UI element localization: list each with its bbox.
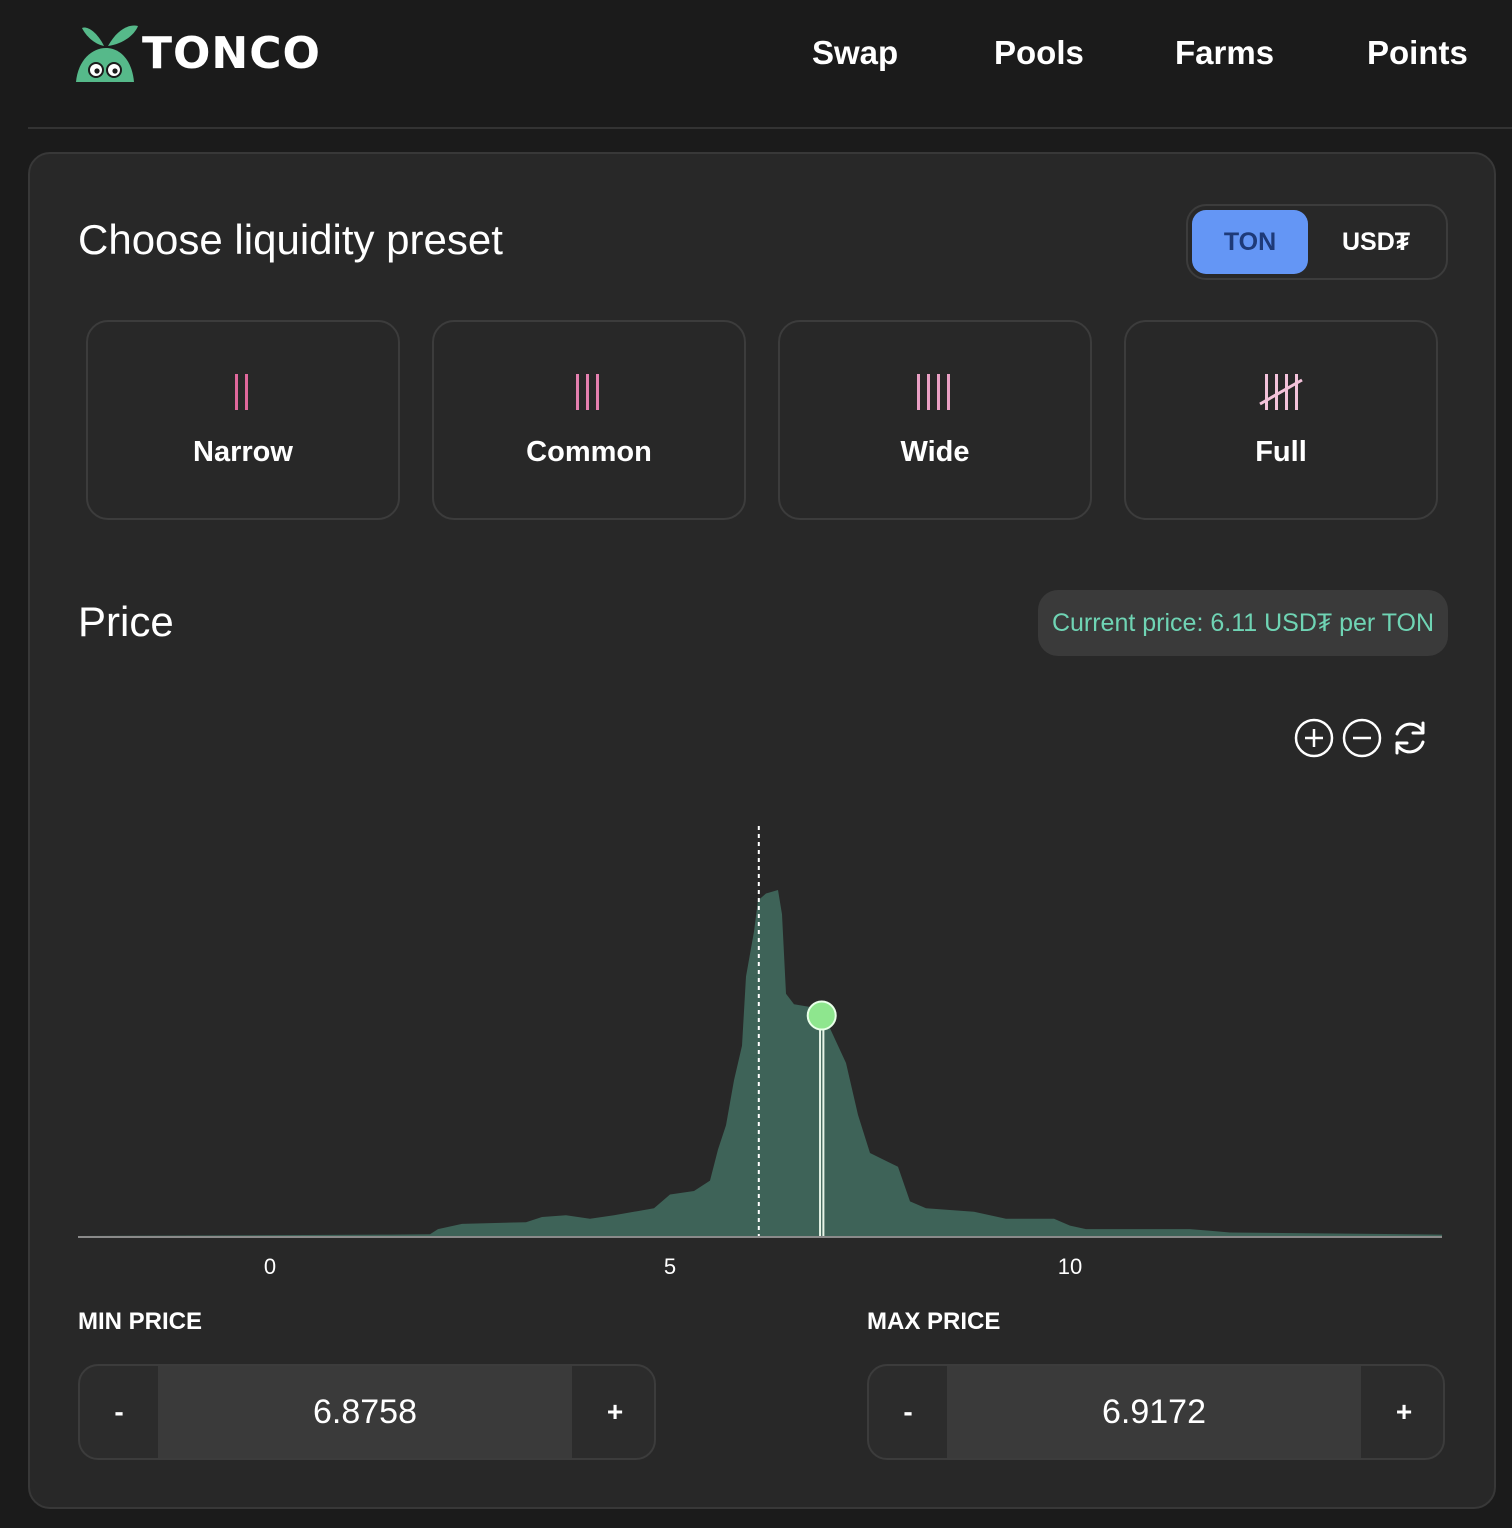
header-divider (28, 127, 1512, 129)
max-price-decrement-button[interactable]: - (903, 1396, 913, 1427)
liquidity-panel: Choose liquidity preset TON USD₮ Narrow … (28, 152, 1496, 1509)
preset-title: Choose liquidity preset (78, 216, 503, 263)
liquidity-chart[interactable]: 0 5 10 (78, 814, 1442, 1294)
x-tick-label: 5 (664, 1254, 676, 1279)
preset-label: Common (526, 436, 652, 468)
x-tick-label: 0 (264, 1254, 276, 1279)
preset-wide[interactable]: Wide (778, 320, 1092, 520)
preset-label: Full (1255, 436, 1307, 468)
toggle-ton[interactable]: TON (1192, 210, 1308, 274)
max-price-increment-button[interactable]: + (1395, 1396, 1413, 1427)
price-title: Price (78, 598, 174, 645)
x-axis-ticks: 0 5 10 (264, 1254, 1082, 1279)
zoom-out-icon[interactable] (1340, 716, 1384, 760)
max-price-label: MAX PRICE (867, 1308, 1001, 1335)
nav-points[interactable]: Points (1367, 34, 1468, 71)
preset-full[interactable]: Full (1124, 320, 1438, 520)
tally-five-icon (1126, 372, 1436, 412)
toggle-usdt[interactable]: USD₮ (1341, 227, 1411, 256)
top-navigation: TONCO Swap Pools Farms Points (0, 0, 1512, 128)
max-price-input[interactable] (947, 1366, 1361, 1458)
token-toggle: TON USD₮ (1186, 204, 1448, 280)
liquidity-area (78, 890, 1442, 1236)
preset-label: Narrow (193, 436, 293, 468)
min-price-label: MIN PRICE (78, 1308, 203, 1335)
four-bars-icon (780, 372, 1090, 412)
min-price-input[interactable] (158, 1366, 572, 1458)
min-price-decrement-button[interactable]: - (114, 1396, 124, 1427)
current-price-badge: Current price: 6.11 USD₮ per TON (1038, 590, 1448, 656)
refresh-icon[interactable] (1388, 716, 1432, 760)
preset-narrow[interactable]: Narrow (86, 320, 400, 520)
range-handle[interactable] (806, 1000, 837, 1031)
min-price-increment-button[interactable]: + (606, 1396, 624, 1427)
three-bars-icon (434, 372, 744, 412)
logo[interactable]: TONCO (74, 20, 321, 86)
zoom-in-icon[interactable] (1292, 716, 1336, 760)
preset-common[interactable]: Common (432, 320, 746, 520)
nav-farms[interactable]: Farms (1175, 34, 1275, 71)
x-tick-label: 10 (1058, 1254, 1082, 1279)
min-price-stepper: - + (78, 1364, 656, 1460)
max-price-stepper: - + (867, 1364, 1445, 1460)
two-bars-icon (88, 372, 398, 412)
preset-label: Wide (900, 436, 970, 468)
tonco-logo-icon (76, 25, 138, 82)
nav-pools[interactable]: Pools (994, 34, 1084, 71)
logo-text: TONCO (142, 27, 321, 79)
nav-swap[interactable]: Swap (812, 34, 899, 71)
